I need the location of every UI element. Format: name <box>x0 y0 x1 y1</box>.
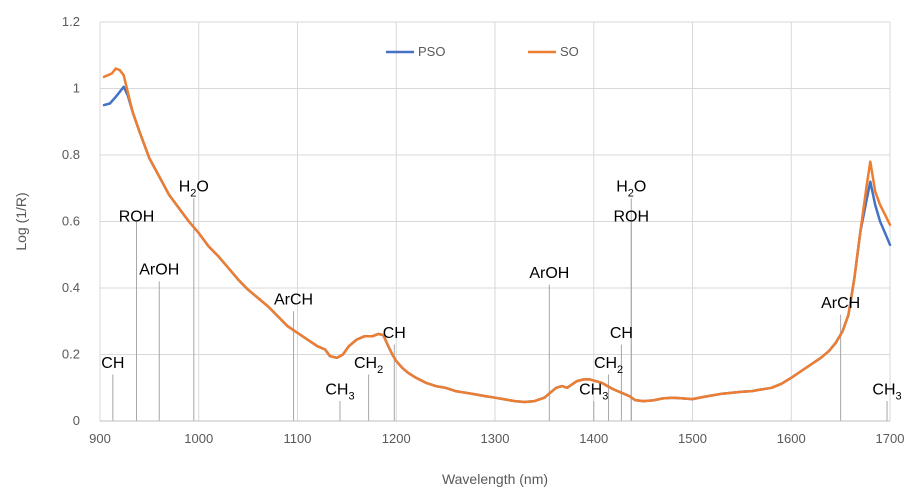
x-tick-label: 1600 <box>777 431 806 446</box>
x-tick-label: 900 <box>89 431 111 446</box>
y-tick-label: 0.8 <box>62 147 80 162</box>
annotation-label: H2O <box>179 179 209 200</box>
x-tick-label: 1300 <box>481 431 510 446</box>
y-tick-label: 1.2 <box>62 14 80 29</box>
series-line-so <box>102 67 892 404</box>
annotation-label: ArOH <box>139 262 179 279</box>
x-tick-label: 1200 <box>382 431 411 446</box>
y-axis-title: Log (1/R) <box>13 192 29 250</box>
x-axis-title: Wavelength (nm) <box>442 471 548 487</box>
legend: PSO SO <box>386 44 579 59</box>
grid-lines <box>99 21 891 422</box>
annotation-label: H2O <box>616 179 646 200</box>
annotation-label: CH3 <box>872 381 901 402</box>
annotation-label: ArCH <box>274 292 313 309</box>
annotation-labels: CHROHArOHH2OArCHCH3CH2CHArOHCH3CH2CHH2OR… <box>101 179 901 403</box>
annotation-label: CH2 <box>354 355 383 376</box>
annotation-label: CH <box>610 325 633 342</box>
annotation-label: ROH <box>119 209 155 226</box>
axes: 0 0.2 0.4 0.6 0.8 1 1.2 900 1000 1100 1200 1300 1400… <box>62 14 905 446</box>
y-tick-label: 0 <box>73 413 80 428</box>
legend-label: PSO <box>418 44 445 59</box>
annotation-label: CH <box>101 355 124 372</box>
annotation-label: ROH <box>613 209 649 226</box>
y-tick-label: 0.6 <box>62 214 80 229</box>
x-tick-label: 1700 <box>876 431 905 446</box>
annotation-label: CH <box>383 325 406 342</box>
x-tick-label: 1500 <box>678 431 707 446</box>
x-tick-label: 1000 <box>184 431 213 446</box>
series-lines <box>102 67 892 404</box>
annotation-label: ArCH <box>821 295 860 312</box>
y-tick-label: 1 <box>73 81 80 96</box>
annotation-label: ArOH <box>529 265 569 282</box>
x-tick-label: 1400 <box>579 431 608 446</box>
annotation-label: CH3 <box>579 381 608 402</box>
y-tick-label: 0.4 <box>62 280 80 295</box>
annotation-label: CH3 <box>325 381 354 402</box>
y-tick-label: 0.2 <box>62 347 80 362</box>
annotation-label: CH2 <box>594 355 623 376</box>
x-tick-label: 1100 <box>284 431 312 446</box>
legend-label: SO <box>560 44 579 59</box>
